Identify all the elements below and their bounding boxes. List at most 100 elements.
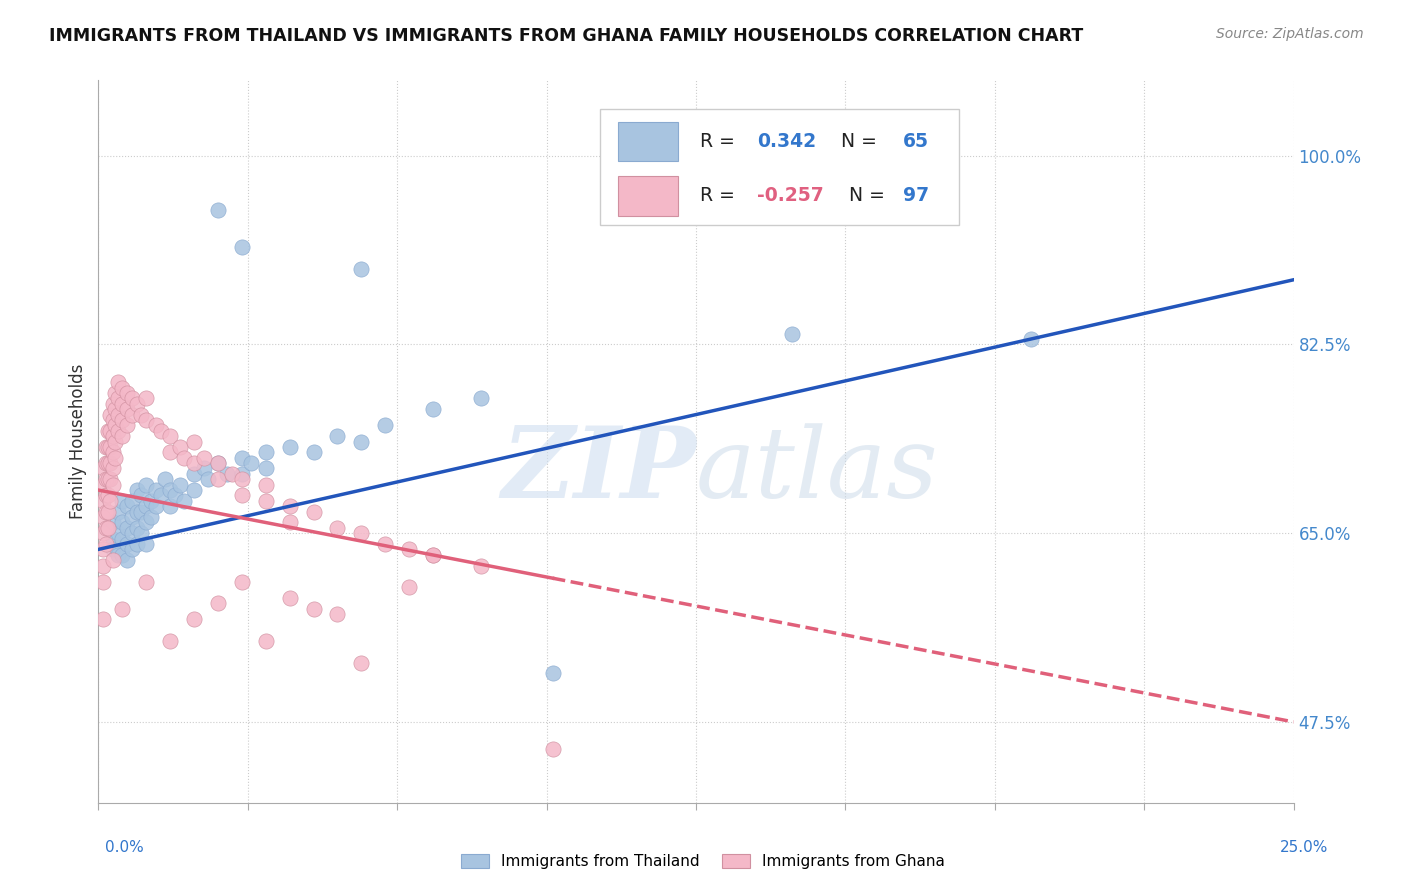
Point: [135, 537, 157, 551]
Point: [131, 488, 153, 502]
FancyBboxPatch shape: [600, 109, 959, 225]
Text: R =: R =: [700, 132, 741, 151]
Point: [111, 413, 134, 427]
Point: [94, 440, 117, 454]
Point: [207, 456, 229, 470]
Point: [374, 418, 396, 433]
Point: [278, 591, 301, 605]
Point: [149, 488, 172, 502]
FancyBboxPatch shape: [619, 176, 678, 216]
Point: [155, 472, 177, 486]
Point: [121, 392, 143, 406]
Point: [193, 461, 215, 475]
Point: [107, 526, 129, 541]
Point: [541, 666, 564, 681]
Point: [183, 456, 205, 470]
Point: [91, 477, 114, 491]
Point: [231, 472, 253, 486]
Point: [131, 505, 153, 519]
Text: 65: 65: [903, 132, 929, 151]
Point: [91, 558, 114, 573]
Point: [121, 408, 143, 422]
Point: [125, 521, 148, 535]
Point: [115, 537, 138, 551]
Point: [231, 467, 253, 481]
Point: [94, 505, 117, 519]
Point: [302, 505, 325, 519]
Point: [398, 580, 420, 594]
Point: [107, 408, 129, 422]
Point: [91, 612, 114, 626]
Point: [121, 542, 143, 557]
Point: [173, 450, 195, 465]
Point: [125, 505, 148, 519]
Point: [94, 521, 117, 535]
Point: [541, 742, 564, 756]
Point: [104, 434, 127, 449]
Point: [101, 445, 124, 459]
Point: [97, 488, 120, 502]
Point: [135, 477, 157, 491]
Point: [207, 472, 229, 486]
Point: [254, 461, 277, 475]
Point: [135, 500, 157, 514]
Point: [326, 521, 349, 535]
Text: atlas: atlas: [696, 423, 939, 518]
Point: [422, 548, 444, 562]
Point: [107, 424, 129, 438]
Point: [163, 488, 186, 502]
Point: [107, 548, 129, 562]
Point: [115, 553, 138, 567]
Point: [159, 634, 181, 648]
Point: [111, 548, 134, 562]
Point: [104, 402, 127, 417]
Point: [98, 472, 122, 486]
Point: [91, 526, 114, 541]
Point: [240, 456, 263, 470]
Point: [115, 521, 138, 535]
Point: [97, 424, 120, 438]
Text: Source: ZipAtlas.com: Source: ZipAtlas.com: [1216, 27, 1364, 41]
Point: [121, 493, 143, 508]
Point: [780, 326, 803, 341]
Y-axis label: Family Households: Family Households: [69, 364, 87, 519]
Point: [207, 202, 229, 217]
Point: [101, 542, 124, 557]
Point: [145, 500, 167, 514]
Point: [159, 500, 181, 514]
FancyBboxPatch shape: [619, 121, 678, 161]
Point: [183, 434, 205, 449]
Point: [254, 477, 277, 491]
Point: [207, 456, 229, 470]
Point: [183, 467, 205, 481]
Point: [101, 477, 124, 491]
Point: [125, 537, 148, 551]
Point: [121, 526, 143, 541]
Point: [98, 408, 122, 422]
Point: [111, 493, 134, 508]
Point: [231, 488, 253, 502]
Point: [115, 402, 138, 417]
Point: [217, 467, 239, 481]
Point: [107, 376, 129, 390]
Point: [422, 402, 444, 417]
Point: [231, 240, 253, 254]
Point: [104, 418, 127, 433]
Point: [254, 445, 277, 459]
Point: [98, 456, 122, 470]
Point: [254, 493, 277, 508]
Text: IMMIGRANTS FROM THAILAND VS IMMIGRANTS FROM GHANA FAMILY HOUSEHOLDS CORRELATION : IMMIGRANTS FROM THAILAND VS IMMIGRANTS F…: [49, 27, 1084, 45]
Point: [374, 537, 396, 551]
Point: [115, 500, 138, 514]
Point: [101, 532, 124, 546]
Point: [111, 601, 134, 615]
Point: [91, 493, 114, 508]
Legend: Immigrants from Thailand, Immigrants from Ghana: Immigrants from Thailand, Immigrants fro…: [456, 848, 950, 875]
Point: [91, 574, 114, 589]
Point: [169, 477, 191, 491]
Point: [101, 413, 124, 427]
Point: [139, 510, 162, 524]
Point: [149, 424, 172, 438]
Point: [278, 500, 301, 514]
Point: [145, 418, 167, 433]
